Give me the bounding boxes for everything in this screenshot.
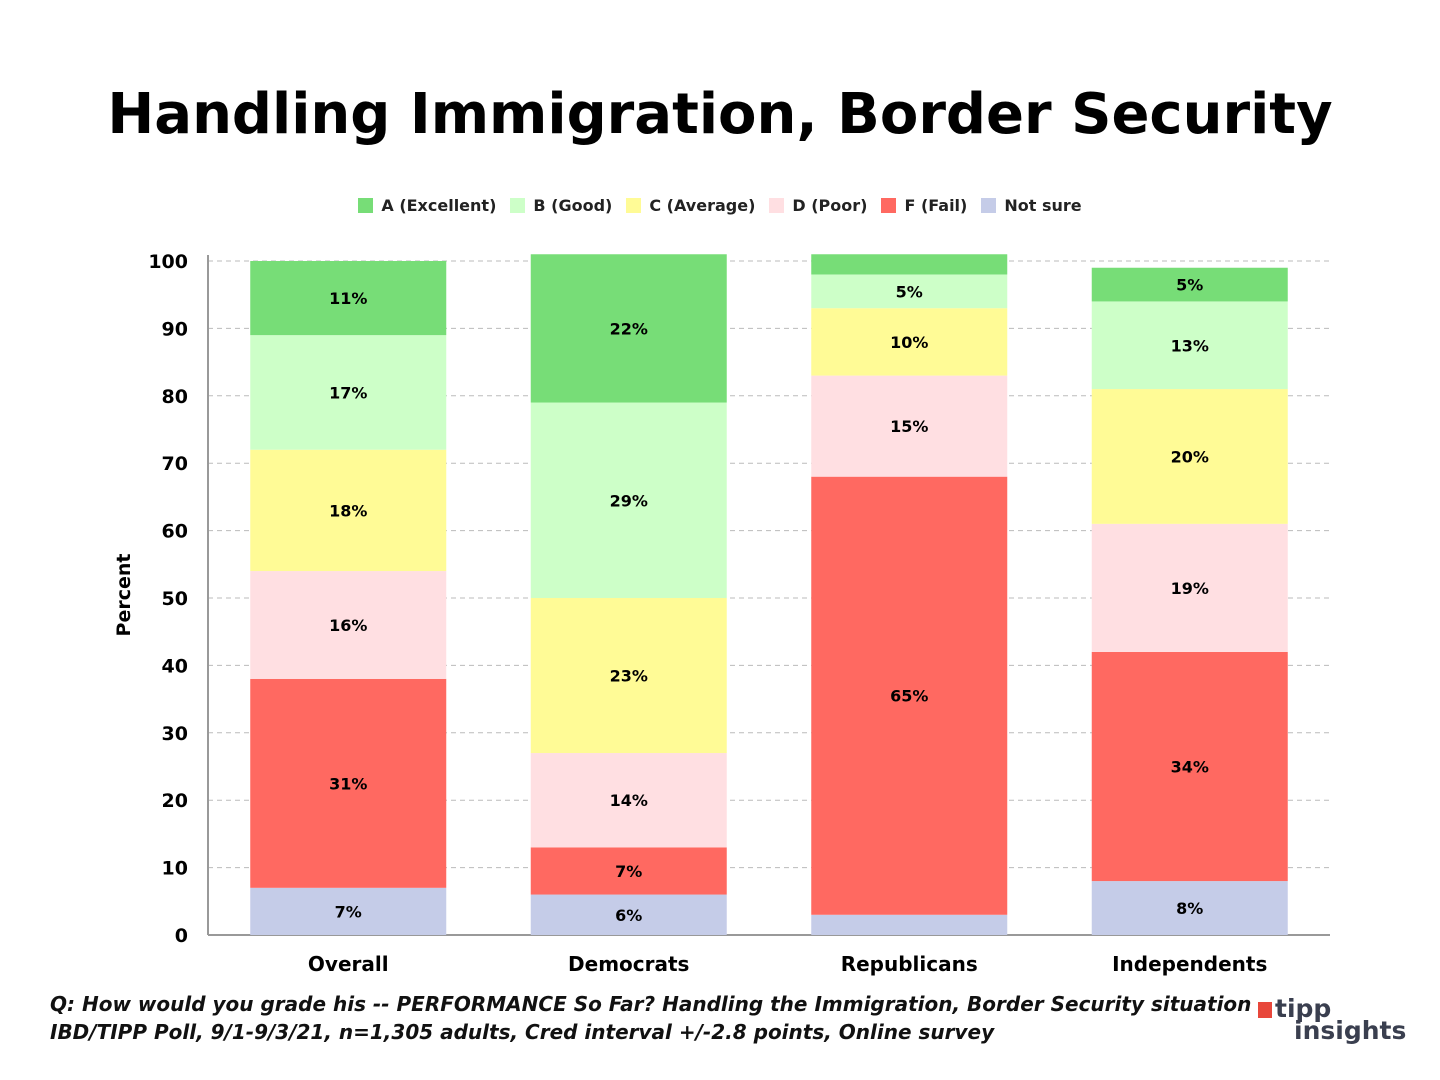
bar-segment — [530, 598, 727, 754]
y-tick-label: 60 — [162, 521, 188, 543]
bar-segment — [1091, 301, 1288, 390]
y-tick-label: 100 — [148, 251, 188, 273]
legend-swatch — [881, 198, 897, 213]
legend-label: A (Excellent) — [381, 196, 497, 215]
bar-segment — [250, 571, 447, 679]
bar-segment — [530, 753, 727, 848]
data-label: 29% — [610, 491, 648, 510]
bar-segment — [250, 261, 447, 336]
footer-note: Q: How would you grade his -- PERFORMANC… — [50, 990, 1251, 1046]
bar-segment — [250, 449, 447, 572]
bar-segment — [530, 254, 727, 403]
chart-title: Handling Immigration, Border Security — [107, 82, 1333, 147]
legend: A (Excellent) B (Good) C (Average) D (Poor)… — [0, 196, 1440, 215]
tipp-insights-logo: tipp insights — [1258, 996, 1407, 1045]
y-tick-label: 70 — [162, 453, 188, 475]
data-label: 15% — [890, 417, 928, 436]
y-tick-label: 50 — [162, 588, 188, 610]
data-label: 10% — [890, 333, 928, 352]
y-tick-label: 40 — [162, 655, 188, 677]
y-tick-label: 10 — [162, 858, 188, 880]
data-label: 14% — [610, 791, 648, 810]
data-label: 5% — [896, 282, 923, 301]
data-label: 23% — [610, 667, 648, 686]
legend-item: A (Excellent) — [358, 196, 496, 215]
y-axis-label: Percent — [113, 554, 135, 637]
data-label: 8% — [1176, 899, 1203, 918]
legend-item: C (Average) — [626, 196, 755, 215]
data-label: 31% — [329, 774, 367, 793]
y-tick-label: 0 — [175, 925, 188, 947]
footer-question: Q: How would you grade his -- PERFORMANC… — [50, 992, 1252, 1016]
bar-segment — [1091, 523, 1288, 652]
bar-segment — [250, 887, 447, 935]
legend-swatch — [510, 198, 526, 213]
logo-flag-icon — [1258, 1002, 1272, 1018]
data-label: 22% — [610, 319, 648, 338]
bar-segment — [530, 402, 727, 598]
data-label: 65% — [890, 687, 928, 706]
bar-segment — [811, 476, 1008, 915]
bar-segment — [811, 375, 1008, 477]
x-tick-label: Democrats — [568, 952, 689, 976]
x-tick-label: Overall — [308, 952, 389, 976]
data-label: 20% — [1171, 447, 1209, 466]
bar-segment — [811, 308, 1008, 376]
bar-segment — [1091, 389, 1288, 524]
bar-segment — [250, 678, 447, 888]
y-tick-label: 80 — [162, 386, 188, 408]
data-label: 7% — [335, 902, 362, 921]
legend-label: D (Poor) — [792, 196, 868, 215]
legend-item: B (Good) — [510, 196, 612, 215]
data-label: 16% — [329, 616, 367, 635]
bar-segment — [811, 254, 1008, 275]
bar-segment — [1091, 267, 1288, 302]
bar-segment — [250, 335, 447, 450]
data-label: 6% — [615, 906, 642, 925]
legend-label: B (Good) — [533, 196, 613, 215]
legend-label: Not sure — [1004, 196, 1082, 215]
x-tick-label: Independents — [1112, 952, 1267, 976]
data-label: 5% — [1176, 276, 1203, 295]
legend-swatch — [358, 198, 374, 213]
bar-segment — [530, 847, 727, 895]
data-label: 7% — [615, 862, 642, 881]
data-label: 17% — [329, 383, 367, 402]
legend-item: D (Poor) — [769, 196, 867, 215]
data-label: 19% — [1171, 579, 1209, 598]
legend-label: F (Fail) — [904, 196, 968, 215]
legend-label: C (Average) — [649, 196, 756, 215]
x-tick-label: Republicans — [841, 952, 978, 976]
logo-text-1: tipp — [1275, 994, 1332, 1023]
bar-segment — [1091, 881, 1288, 935]
y-tick-label: 20 — [162, 790, 188, 812]
legend-swatch — [626, 198, 642, 213]
legend-item: Not sure — [981, 196, 1082, 215]
logo-text-2: insights — [1294, 1016, 1407, 1045]
data-label: 34% — [1171, 758, 1209, 777]
bar-segment — [530, 894, 727, 935]
data-label: 13% — [1171, 336, 1209, 355]
y-tick-label: 30 — [162, 723, 188, 745]
footer-source: IBD/TIPP Poll, 9/1-9/3/21, n=1,305 adult… — [50, 1020, 995, 1044]
legend-item: F (Fail) — [881, 196, 967, 215]
bar-segment — [1091, 651, 1288, 882]
bar-segment — [811, 274, 1008, 309]
bar-segment — [811, 914, 1008, 935]
data-label: 11% — [329, 289, 367, 308]
y-tick-label: 90 — [162, 318, 188, 340]
legend-swatch — [769, 198, 785, 213]
legend-swatch — [981, 198, 997, 213]
data-label: 18% — [329, 501, 367, 520]
